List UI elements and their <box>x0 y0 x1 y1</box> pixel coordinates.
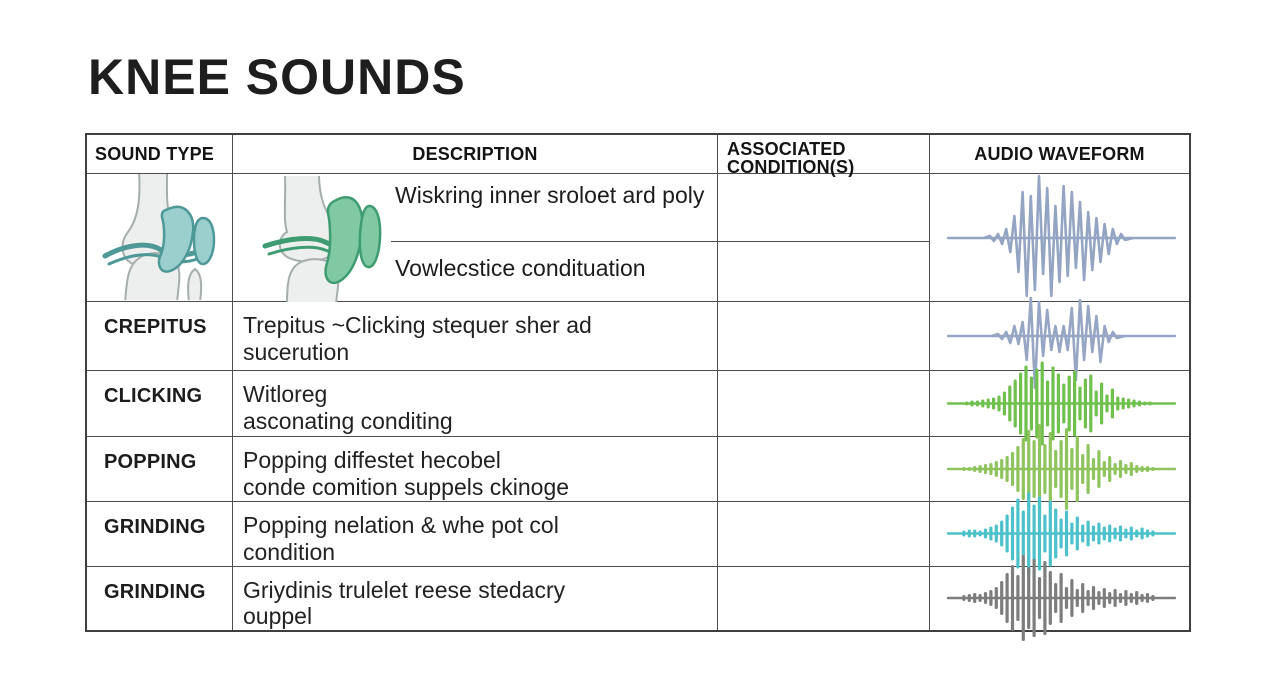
knee-sounds-table: SOUND TYPE DESCRIPTION ASSOCIATED CONDIT… <box>85 133 1191 642</box>
table-row: GRINDING Popping nelation & whe pot col … <box>87 492 1189 575</box>
condition-cell <box>718 371 930 437</box>
description-line: conde comition suppels ckinoge <box>243 473 570 500</box>
condition-cell <box>718 437 930 502</box>
waveform-cell <box>930 492 1189 575</box>
waveform-cell <box>930 555 1189 642</box>
header-description: DESCRIPTION <box>233 135 718 173</box>
waveform-cell <box>930 174 1189 301</box>
description-line: Popping diffestet hecobel <box>243 447 501 474</box>
audio-waveform-graphic <box>946 174 1177 297</box>
description-line: sucerution <box>243 338 350 365</box>
description-cell-row1: Wiskring inner sroloet ard poly Vowlecst… <box>233 174 718 302</box>
table-row: CLICKING Witloreg asconating conditing <box>87 361 1189 446</box>
description-line: Popping nelation & whe pot col <box>243 512 559 539</box>
table-row: POPPING Popping diffestet hecobel conde … <box>87 424 1189 515</box>
table-row: CREPITUS Trepitus ~Clicking stequer sher… <box>87 296 1189 390</box>
header-associated-conditions: ASSOCIATED CONDITION(S) <box>718 135 930 176</box>
sound-type-label: GRINDING <box>87 566 233 630</box>
description-line: Witloreg <box>243 381 328 408</box>
condition-subcell-bottom <box>718 242 929 301</box>
description-line: condition <box>243 538 336 565</box>
condition-cell-row1 <box>718 174 930 301</box>
description-text-row1b: Vowlecstice condituation <box>395 255 646 281</box>
knee-joint-illustration-green <box>233 174 391 302</box>
audio-waveform-graphic <box>946 424 1177 515</box>
knee-teal-svg <box>102 174 216 300</box>
knee-green-svg <box>262 176 382 302</box>
audio-waveform-graphic <box>946 492 1177 575</box>
waveform-cell <box>930 424 1189 515</box>
table-header-row: SOUND TYPE DESCRIPTION ASSOCIATED CONDIT… <box>87 135 1189 176</box>
description-text: Griydinis trulelet reese stedacry ouppel <box>233 566 718 630</box>
condition-cell <box>718 302 930 371</box>
audio-waveform-graphic <box>946 555 1177 642</box>
description-text-row1a: Wiskring inner sroloet ard poly <box>391 174 717 242</box>
waveform-cell <box>930 361 1189 446</box>
header-sound-type: SOUND TYPE <box>87 135 233 173</box>
description-line: Griydinis trulelet reese stedacry <box>243 576 566 603</box>
sound-type-label: POPPING <box>87 437 233 502</box>
description-line: Trepitus ~Clicking stequer sher ad <box>243 312 592 338</box>
description-line: ouppel <box>243 603 313 630</box>
description-text: Trepitus ~Clicking stequer sher ad sucer… <box>233 302 718 371</box>
sound-type-label: CREPITUS <box>87 302 233 371</box>
audio-waveform-graphic <box>946 296 1177 390</box>
page-title: KNEE SOUNDS <box>88 49 466 105</box>
waveform-cell <box>930 296 1189 390</box>
condition-cell <box>718 502 930 566</box>
table-row: GRINDING Griydinis trulelet reese stedac… <box>87 555 1189 642</box>
description-text: Popping nelation & whe pot col condition <box>233 502 718 566</box>
header-audio-waveform: AUDIO WAVEFORM <box>974 143 1145 164</box>
sound-type-label: GRINDING <box>87 502 233 566</box>
audio-waveform-graphic <box>946 361 1177 446</box>
description-line: asconating conditing <box>243 407 453 434</box>
description-text: Popping diffestet hecobel conde comition… <box>233 437 718 502</box>
knee-joint-illustration-teal <box>87 174 233 301</box>
description-text: Witloreg asconating conditing <box>233 371 718 437</box>
condition-cell <box>718 566 930 630</box>
table-row: Wiskring inner sroloet ard poly Vowlecst… <box>87 174 1189 302</box>
condition-subcell-top <box>718 174 929 242</box>
sound-type-label: CLICKING <box>87 371 233 437</box>
